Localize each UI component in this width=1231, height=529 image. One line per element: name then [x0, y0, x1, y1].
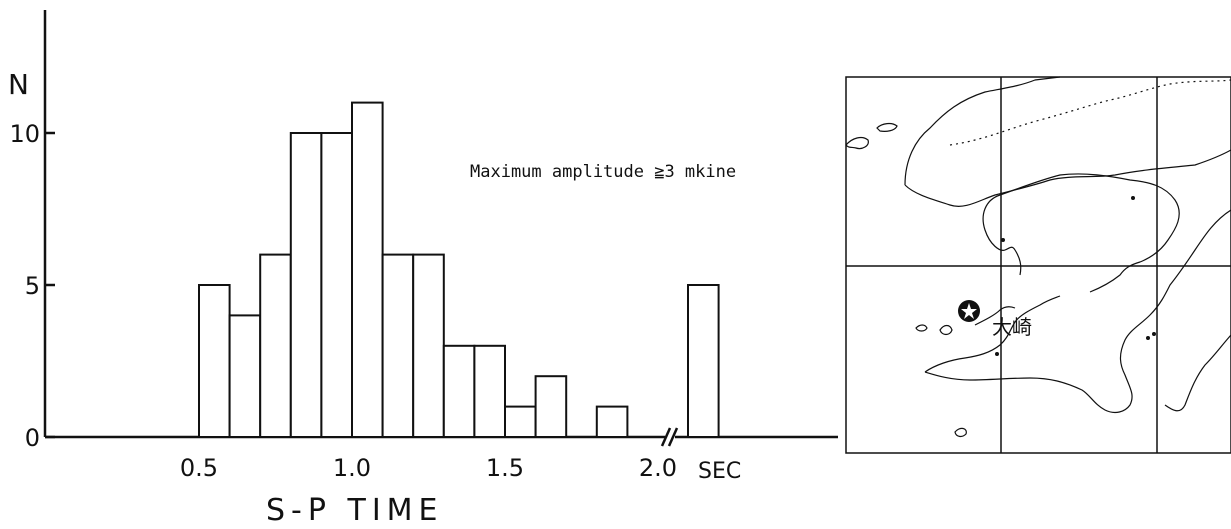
boundary-dotted: [949, 79, 1231, 146]
annotation-text: Maximum amplitude ≧3 mkine: [470, 162, 736, 182]
y-tick-label: 0: [25, 424, 40, 452]
island-north-small: [845, 122, 898, 150]
town-dot: [1131, 196, 1135, 200]
x-axis-title: S-P TIME: [266, 493, 444, 528]
town-dot: [1146, 336, 1150, 340]
town-dot: [1152, 332, 1156, 336]
y-tick-label: 5: [25, 272, 40, 300]
x-tick-label: 0.5: [180, 454, 218, 482]
histogram-bar: [442, 344, 476, 438]
x-tick-label: 1.0: [333, 454, 371, 482]
town-dot: [1001, 238, 1005, 242]
map-frame: [845, 76, 1231, 454]
coastline-south: [924, 295, 1231, 412]
histogram-bar: [381, 253, 415, 438]
y-tick-label: 10: [9, 120, 40, 148]
histogram-bar: [351, 101, 384, 438]
coastline-right: [924, 209, 1231, 414]
histogram-bar: [504, 405, 537, 439]
histogram-bar: [198, 284, 231, 438]
histogram-bar: [412, 253, 445, 438]
histogram-bar: [228, 314, 262, 438]
histogram-bar: [259, 253, 292, 438]
x-tick-label: 2.0: [639, 454, 677, 482]
y-axis-title: N: [8, 68, 29, 101]
x-ticks: 0.5 1.0 1.5 2.0: [180, 454, 677, 482]
map-dots: [995, 196, 1156, 356]
islands-west: [915, 324, 967, 438]
histogram-bar: [289, 132, 323, 438]
histogram-bar-overflow: [687, 284, 720, 438]
bars: [198, 101, 720, 439]
coastline-north: [904, 76, 1231, 207]
location-map: 大崎: [845, 76, 1231, 454]
x-unit-label: SEC: [698, 459, 741, 484]
peninsula-middle: [982, 173, 1180, 293]
histogram: 0 5 10 0.5 1.0 1.5 2.0 N SEC S-P TIME Maximum…: [8, 10, 838, 528]
axis-break-mark: [660, 427, 679, 447]
star-in-circle-icon: [958, 300, 980, 322]
histogram-bar: [320, 132, 353, 438]
x-tick-label: 1.5: [486, 454, 524, 482]
histogram-bar: [534, 375, 568, 439]
y-ticks: 0 5 10: [9, 120, 55, 452]
histogram-bar: [473, 344, 506, 438]
town-dot: [995, 352, 999, 356]
station-label: 大崎: [992, 315, 1032, 339]
histogram-bar: [595, 405, 629, 439]
